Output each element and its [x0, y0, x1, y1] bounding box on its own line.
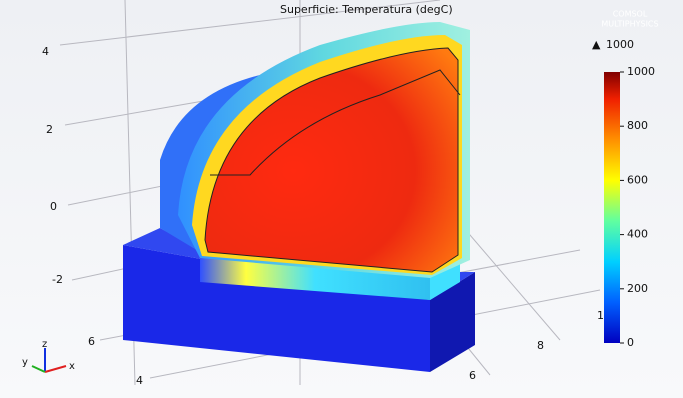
triad-label: y: [22, 357, 28, 368]
colorbar-tick-label: 1000: [627, 65, 655, 78]
x-tick-label: 8: [537, 339, 544, 352]
logo: COMSOL: [613, 10, 648, 19]
triad-label: x: [69, 361, 75, 372]
colorbar-tick-label: 600: [627, 173, 648, 186]
z-tick-label: 0: [50, 200, 57, 213]
plot-title: Superficie: Temperatura (degC): [280, 3, 453, 16]
colorbar-tick-label: 800: [627, 119, 648, 132]
max-marker: ▲: [592, 38, 601, 51]
triad-label: z: [42, 339, 47, 350]
colorbar-tick-label: 0: [627, 336, 634, 349]
y-tick-label: 6: [88, 335, 95, 348]
max-value: 1000: [606, 38, 634, 51]
z-tick-label: -2: [52, 273, 63, 286]
x-tick-label: 6: [469, 369, 476, 382]
z-tick-label: 4: [42, 45, 49, 58]
colorbar-tick-label: 400: [627, 228, 648, 241]
logo: MULTIPHYSICS: [601, 20, 658, 29]
colorbar: [604, 72, 620, 343]
z-tick-label: 2: [46, 123, 53, 136]
x-tick-label: 1: [597, 309, 604, 322]
y-tick-label: 4: [136, 374, 143, 387]
colorbar-tick-label: 200: [627, 282, 648, 295]
viewport: Superficie: Temperatura (degC) COMSOL MU…: [0, 0, 683, 398]
